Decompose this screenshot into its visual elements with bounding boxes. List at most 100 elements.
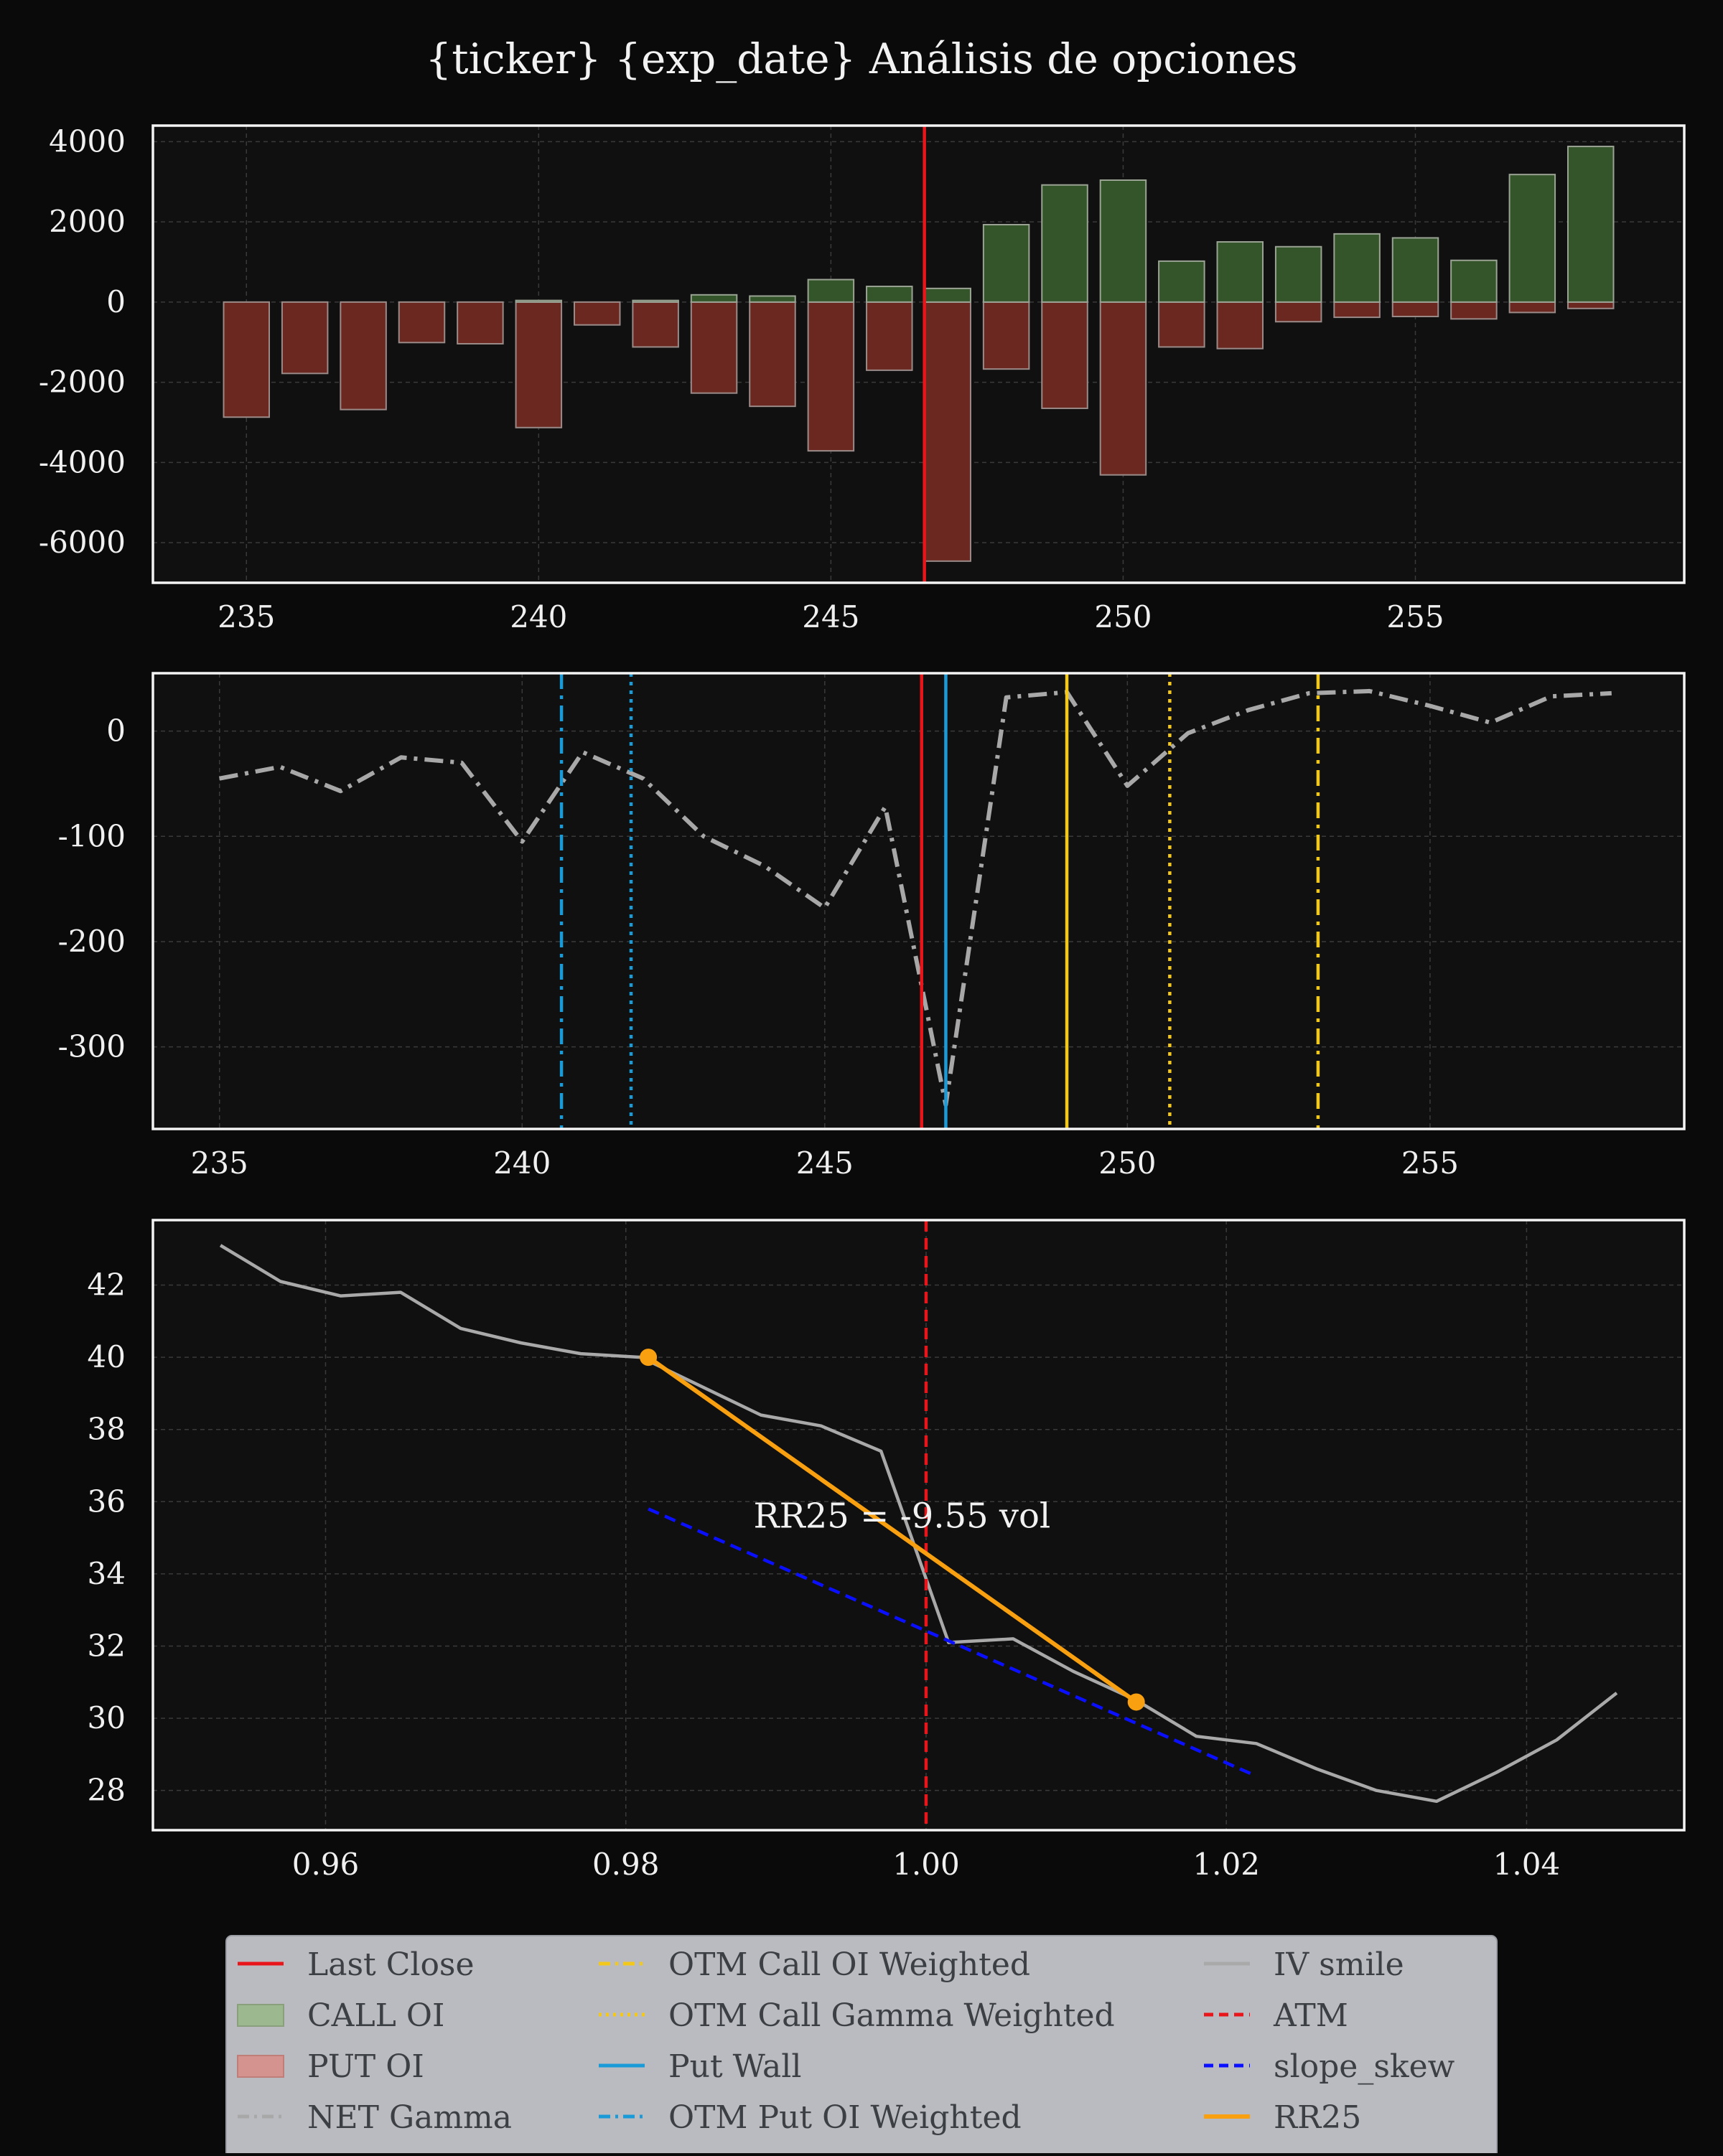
put-oi-bar <box>1508 301 1556 314</box>
call-oi-bar <box>749 295 796 303</box>
call-oi-bar <box>690 294 738 303</box>
legend-otm-put-oi-weighted-label: OTM Put OI Weighted <box>668 2099 1022 2136</box>
legend-put-oi-label: PUT OI <box>307 2048 424 2085</box>
put-oi-bar <box>1158 301 1205 348</box>
legend-slope-skew: slope_skew <box>1204 2048 1455 2085</box>
legend-net-gamma: NET Gamma <box>238 2099 512 2136</box>
legend-rr25: RR25 <box>1204 2099 1361 2136</box>
legend-put-wall: Put Wall <box>599 2048 801 2085</box>
legend-atm: ATM <box>1204 1997 1348 2034</box>
legend-net-gamma-label: NET Gamma <box>307 2099 512 2136</box>
put-oi-bar <box>398 301 446 344</box>
legend-put-oi: PUT OI <box>237 2048 424 2085</box>
call-oi-bar <box>1274 245 1322 303</box>
put-oi-bar <box>1391 301 1439 317</box>
legend-slope-skew-label: slope_skew <box>1274 2048 1455 2085</box>
rr25-line <box>647 1355 1138 1704</box>
put-oi-bar <box>515 301 563 428</box>
call-oi-bar <box>866 286 913 303</box>
iv-y-tick-label: 38 <box>88 1412 126 1447</box>
rr25-point <box>1127 1693 1145 1711</box>
iv-y-tick-label: 42 <box>88 1267 126 1303</box>
put-oi-bar <box>1450 301 1498 320</box>
iv-y-tick-label: 32 <box>88 1628 126 1663</box>
gamma-plot-area <box>153 673 1684 1129</box>
iv-frame <box>151 1219 1686 1832</box>
iv-x-tick-label: 1.04 <box>1493 1847 1561 1882</box>
call-oi-bar <box>1158 260 1205 303</box>
iv-y-tick-label: 28 <box>88 1773 126 1808</box>
legend-iv-smile-label: IV smile <box>1274 1946 1404 1983</box>
legend-otm-call-gamma-weighted-label: OTM Call Gamma Weighted <box>668 1997 1115 2034</box>
oi-y-tick-label: 4000 <box>49 123 126 159</box>
gamma-y-tick-label: -300 <box>58 1029 126 1064</box>
legend-otm-call-oi-weighted-label: OTM Call OI Weighted <box>668 1946 1030 1983</box>
call-oi-bar <box>1391 237 1439 303</box>
put-oi-bar <box>1216 301 1264 350</box>
gamma-x-tick-label: 245 <box>796 1145 854 1181</box>
oi-y-tick-label: 2000 <box>49 204 126 239</box>
put-oi-bar <box>807 301 855 452</box>
call-oi-bar <box>1099 179 1147 303</box>
call-oi-bar <box>1450 259 1498 303</box>
gamma-x-tick-label: 255 <box>1401 1145 1459 1181</box>
legend-call-oi: CALL OI <box>237 1997 444 2034</box>
put-oi-bar <box>1041 301 1088 409</box>
put-oi-bar <box>749 301 796 408</box>
oi-y-tick-label: -2000 <box>39 365 126 400</box>
iv-y-tick-label: 30 <box>88 1700 126 1735</box>
put-oi-bar <box>573 301 621 326</box>
legend-otm-put-oi-weighted: OTM Put OI Weighted <box>599 2099 1022 2136</box>
oi-x-tick-label: 240 <box>510 599 567 634</box>
call-oi-bar <box>632 299 679 303</box>
put-oi-bar <box>340 301 387 411</box>
oi-y-tick-label: -6000 <box>39 525 126 560</box>
call-oi-bar <box>807 278 855 303</box>
legend: Last Close CALL OI PUT OI NET Gamma OTM Call… <box>225 1935 1498 2156</box>
legend-otm-call-oi-weighted: OTM Call OI Weighted <box>599 1946 1030 1983</box>
put-oi-bar <box>457 301 504 345</box>
gamma-frame <box>151 672 1686 1130</box>
gamma-x-tick-label: 235 <box>191 1145 248 1181</box>
call-oi-bar <box>1333 233 1381 303</box>
iv-plot-area <box>153 1220 1684 1830</box>
legend-put-oi-swatch <box>237 2055 284 2078</box>
put-oi-bar <box>281 301 329 375</box>
call-oi-bar <box>1566 146 1615 303</box>
legend-rr25-label: RR25 <box>1274 2099 1361 2136</box>
put-oi-bar <box>1333 301 1381 319</box>
legend-atm-label: ATM <box>1273 1997 1348 2034</box>
put-oi-bar <box>866 301 913 371</box>
call-oi-bar <box>924 287 971 303</box>
legend-last-close: Last Close <box>238 1946 475 1983</box>
oi-x-tick-label: 250 <box>1094 599 1152 634</box>
slope-skew-line <box>648 1507 1257 1778</box>
put-oi-bar <box>690 301 738 394</box>
gamma-y-tick-label: -200 <box>58 924 126 959</box>
iv-y-tick-label: 40 <box>88 1339 126 1374</box>
iv-y-tick-label: 34 <box>88 1556 126 1591</box>
legend-call-oi-swatch <box>237 2004 284 2027</box>
call-oi-bar <box>1216 241 1264 303</box>
put-oi-bar <box>1274 301 1322 323</box>
gamma-y-tick-label: -100 <box>58 818 126 853</box>
gamma-x-tick-label: 240 <box>493 1145 551 1181</box>
gamma-y-tick-label: 0 <box>106 713 126 749</box>
oi-y-tick-label: -4000 <box>39 444 126 479</box>
oi-frame <box>151 124 1686 584</box>
net-gamma-line <box>219 688 1612 1107</box>
legend-put-wall-label: Put Wall <box>668 2048 801 2085</box>
put-oi-bar <box>1099 301 1147 476</box>
open-interest-panel: 235 240 245 250 255 4000 2000 0 -2000 -4000 -6000 <box>39 123 1686 634</box>
figure-title: {ticker} {exp_date} Análisis de opciones <box>425 34 1297 83</box>
oi-x-tick-label: 255 <box>1386 599 1444 634</box>
iv-smile-panel: 0.96 0.98 1.00 1.02 1.04 42 40 38 36 34 32 30 28 RR25… <box>88 1219 1686 1882</box>
oi-plot-area <box>153 126 1684 583</box>
put-oi-bar <box>223 301 271 418</box>
oi-y-tick-label: 0 <box>106 284 126 319</box>
rr25-annotation: RR25 = -9.55 vol <box>753 1496 1050 1536</box>
legend-iv-smile: IV smile <box>1204 1946 1404 1983</box>
iv-x-tick-label: 1.00 <box>892 1847 960 1882</box>
